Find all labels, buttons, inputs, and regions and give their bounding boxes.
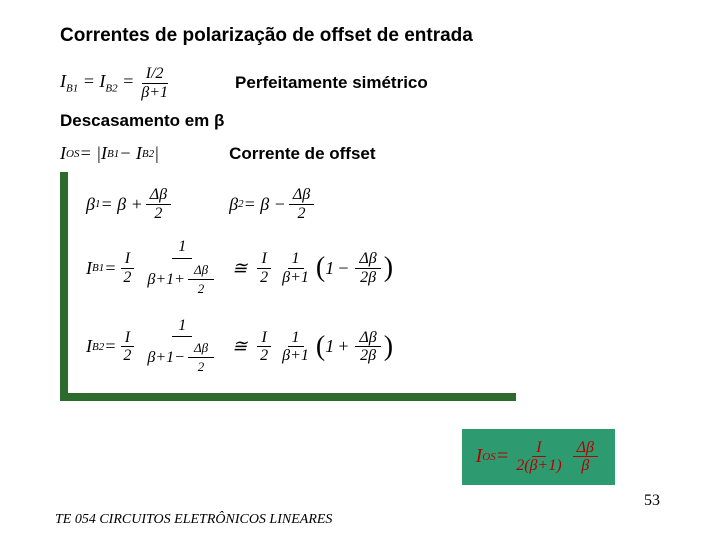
ib1-expansion: IB1 = I2 1 β+1+ Δβ2 ≅ I2 1β+1 ( 1 − Δβ2β… xyxy=(86,236,506,300)
eq-symmetric-row: IB1 = IB2 = I/2 β+1 Perfeitamente simétr… xyxy=(60,65,660,101)
eq-offset-row: IOS = |IB1 − IB2| Corrente de offset xyxy=(60,143,660,164)
result-equation: IOS = I2(β+1) Δββ xyxy=(462,429,615,485)
beta-defs-row: β1 = β + Δβ2 β2 = β − Δβ2 xyxy=(86,186,506,222)
eq-ios-def: IOS = |IB1 − IB2| xyxy=(60,143,159,164)
footer-text: TE 054 CIRCUITOS ELETRÔNICOS LINEARES xyxy=(55,512,332,528)
page-number: 53 xyxy=(644,492,660,510)
ib2-expansion: IB2 = I2 1 β+1− Δβ2 ≅ I2 1β+1 ( 1 + Δβ2β… xyxy=(86,315,506,379)
subtitle-mismatch: Descasamento em β xyxy=(60,111,660,131)
page-title: Correntes de polarização de offset de en… xyxy=(60,25,660,47)
derivation-box: β1 = β + Δβ2 β2 = β − Δβ2 IB1 = I2 1 β+1… xyxy=(60,172,516,401)
label-symmetric: Perfeitamente simétrico xyxy=(235,73,428,93)
eq-ib1-ib2: IB1 = IB2 = I/2 β+1 xyxy=(60,65,175,101)
label-offset: Corrente de offset xyxy=(229,144,375,164)
